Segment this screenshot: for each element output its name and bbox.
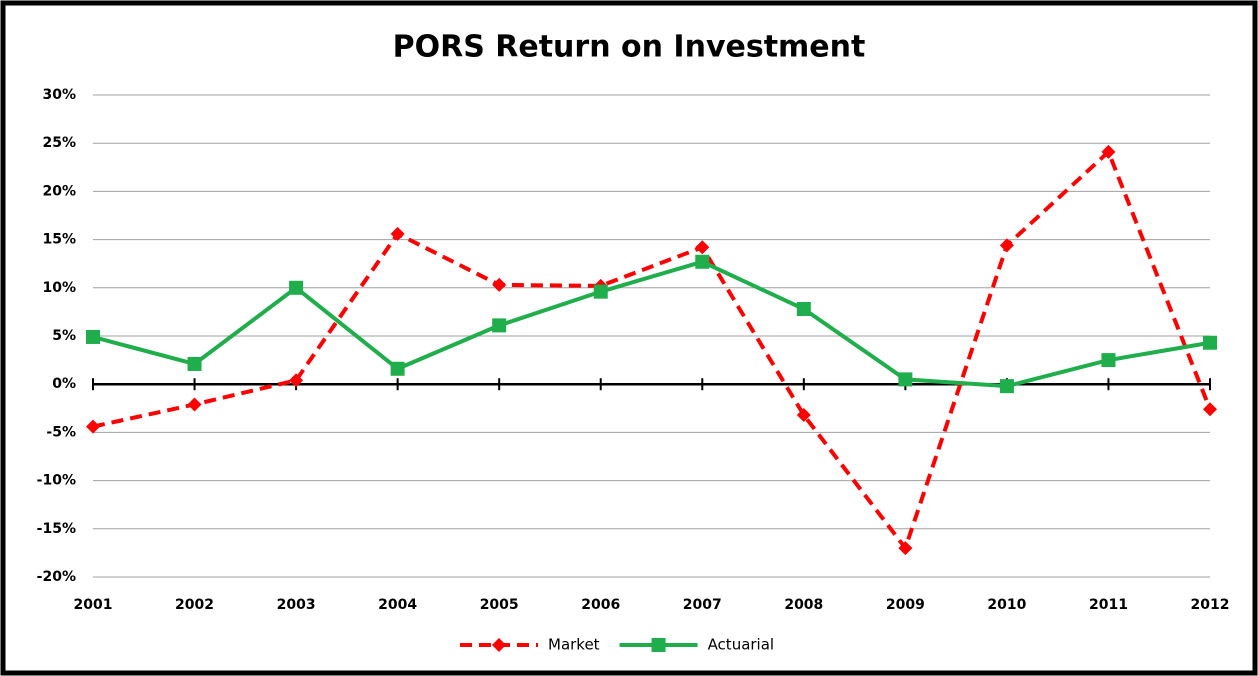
x-tick-label: 2003 [277, 597, 316, 613]
marker [390, 226, 405, 241]
x-tick-label: 2008 [784, 597, 823, 613]
x-tick-label: 2004 [378, 597, 417, 613]
legend-label: Actuarial [708, 636, 775, 654]
series-line [92, 259, 1211, 389]
legend-marker [651, 638, 666, 652]
marker [187, 397, 202, 412]
marker [1203, 402, 1217, 417]
x-tick-label: 2002 [175, 597, 214, 613]
marker [898, 541, 913, 556]
y-tick-label: 20% [42, 183, 76, 199]
marker [999, 238, 1014, 253]
y-tick-label: -20% [37, 569, 76, 585]
x-tick-label: 2011 [1089, 597, 1128, 613]
x-tick-label: 2006 [581, 597, 620, 613]
y-tick-label: 0% [52, 376, 76, 392]
marker [86, 419, 100, 434]
y-tick-label: -15% [37, 521, 76, 537]
marker [796, 302, 811, 317]
marker [289, 373, 304, 388]
marker [492, 318, 507, 333]
marker [695, 254, 710, 269]
x-tick-label: 2010 [987, 597, 1026, 613]
legend-marker [492, 638, 506, 652]
y-tick-label: -10% [37, 473, 76, 489]
marker [695, 240, 710, 255]
marker [187, 356, 202, 371]
y-tick-label: -5% [46, 424, 76, 440]
x-tick-label: 2007 [683, 597, 722, 613]
marker [593, 284, 608, 299]
x-tick-label: 2012 [1191, 597, 1230, 613]
legend-label: Market [548, 636, 600, 654]
marker [999, 379, 1014, 394]
y-tick-label: 5% [52, 328, 76, 344]
x-tick-label: 2001 [74, 597, 113, 613]
y-tick-label: 10% [42, 280, 76, 296]
marker [492, 277, 507, 292]
x-tick-label: 2009 [886, 597, 925, 613]
y-tick-label: 30% [42, 87, 76, 103]
x-tick-label: 2005 [480, 597, 519, 613]
marker [1101, 144, 1116, 159]
marker [1203, 335, 1217, 350]
marker [289, 280, 304, 295]
marker [390, 361, 405, 376]
series-line [92, 148, 1212, 553]
marker [1101, 353, 1116, 368]
y-tick-label: 15% [42, 232, 76, 248]
marker [86, 329, 100, 344]
marker [796, 408, 811, 423]
chart-title: PORS Return on Investment [393, 30, 866, 65]
y-tick-label: 25% [42, 135, 76, 151]
marker [898, 372, 913, 387]
